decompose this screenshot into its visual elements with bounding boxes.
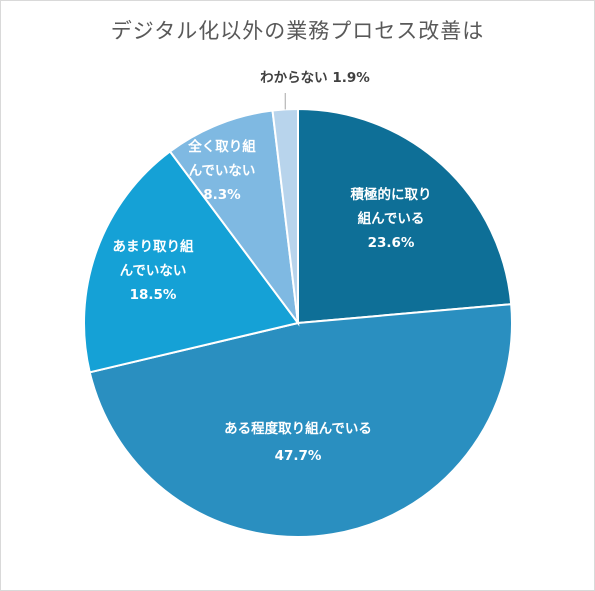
chart-title: デジタル化以外の業務プロセス改善は	[110, 19, 485, 43]
pie-slice-1	[297, 107, 513, 325]
data-label-category-3: あまり取り組	[113, 238, 194, 255]
data-label-category-2: ある程度取り組んでいる	[224, 420, 372, 437]
pie-labels: 積極的に取り組んでいる23.6%ある程度取り組んでいる47.7%あまり取り組んで…	[113, 70, 432, 464]
data-label-category-1: 組んでいる	[358, 210, 425, 227]
data-label-category-1: 積極的に取り	[350, 186, 432, 203]
data-label-category-4: んでいない	[189, 163, 256, 179]
pie-slice-3	[83, 150, 300, 374]
data-label-value-4: 8.3%	[203, 187, 241, 203]
data-label-value-3: 18.5%	[130, 287, 177, 303]
data-label-value-2: 47.7%	[275, 448, 322, 464]
pie-slices	[83, 107, 513, 538]
pie-slice-2	[88, 303, 513, 538]
pie-slice-4	[168, 109, 300, 327]
data-label-category-4: 全く取り組	[187, 138, 256, 155]
data-label-category-5: わからない 1.9%	[260, 70, 370, 86]
data-label-category-3: んでいない	[120, 263, 187, 279]
data-label-value-1: 23.6%	[368, 235, 415, 251]
